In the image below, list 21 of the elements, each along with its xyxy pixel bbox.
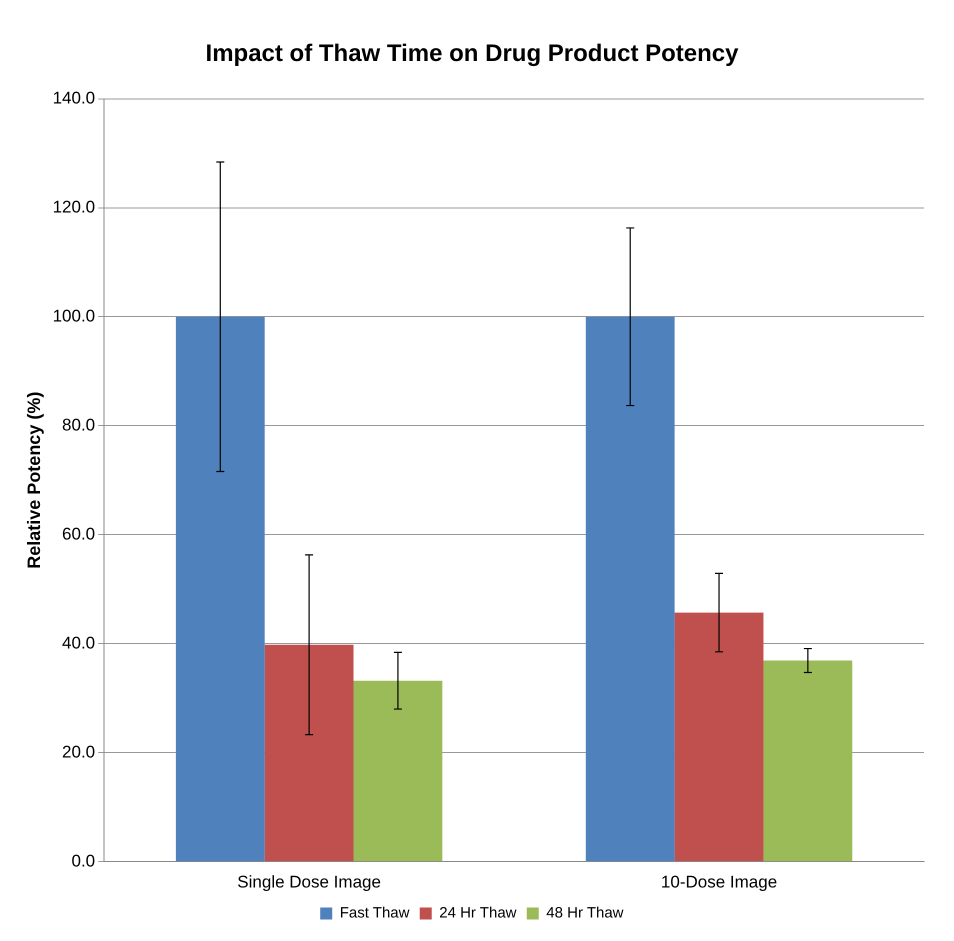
bar xyxy=(674,612,764,862)
chart-title: Impact of Thaw Time on Drug Product Potency xyxy=(206,40,740,68)
bar xyxy=(586,316,675,862)
bar xyxy=(176,316,265,862)
bar xyxy=(354,680,442,862)
x-tick-label: 10-Dose Image xyxy=(660,872,778,892)
y-tick-label: 20.0 xyxy=(62,742,96,762)
y-tick-label: 140.0 xyxy=(52,88,96,108)
y-tick-label: 60.0 xyxy=(62,524,96,544)
y-tick-label: 0.0 xyxy=(72,851,96,870)
legend-label: 48 Hr Thaw xyxy=(546,904,624,922)
y-tick-label: 40.0 xyxy=(62,633,96,652)
bar xyxy=(264,644,354,862)
y-tick-label: 100.0 xyxy=(52,306,96,326)
bar xyxy=(763,660,852,862)
y-tick-label: 120.0 xyxy=(52,197,96,216)
y-axis-title: Relative Potency (%) xyxy=(24,392,44,569)
y-tick-label: 80.0 xyxy=(62,415,96,434)
legend-label: 24 Hr Thaw xyxy=(439,904,517,922)
legend-label: Fast Thaw xyxy=(340,904,410,922)
x-tick-label: Single Dose Image xyxy=(237,872,381,892)
